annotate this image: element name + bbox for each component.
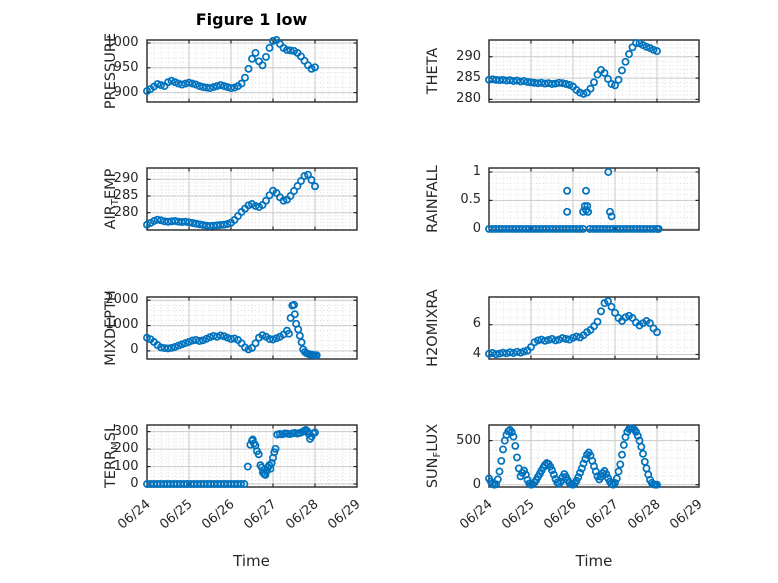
plot-box <box>145 39 358 103</box>
y-tick-label-theta: 280 <box>456 91 481 107</box>
minor-grid <box>489 40 699 102</box>
y-tick-label-rainfall: 0 <box>472 220 481 236</box>
y-tick-label-mixdepth: 2000 <box>105 291 139 307</box>
minor-grid <box>489 296 699 359</box>
y-tick-label-mixdepth: 1000 <box>105 317 139 333</box>
subplot-terr-msl <box>142 424 358 488</box>
y-axis-label-mixdepth: MIXDEPTH <box>103 289 119 366</box>
y-tick-label-pressure: 1000 <box>105 34 139 50</box>
data-points <box>142 300 321 359</box>
major-grid <box>146 168 357 230</box>
y-tick-label-sun-flux: 500 <box>456 432 481 448</box>
subplot-air-temp <box>142 167 358 231</box>
subplot-sun-flux <box>485 424 700 489</box>
data-points <box>485 296 661 358</box>
figure-title: Figure 1 low <box>195 10 308 29</box>
y-tick-label-h2omixra: 4 <box>472 346 481 362</box>
x-axis-label-left: Time <box>233 552 270 570</box>
data-points <box>485 168 663 233</box>
y-tick-label-air-temp: 285 <box>113 188 139 203</box>
axis-ticks <box>489 296 699 359</box>
data-points <box>485 39 661 98</box>
y-axis-label-rainfall: RAINFALL <box>425 165 441 233</box>
y-tick-label-sun-flux: 0 <box>472 476 481 492</box>
major-grid <box>146 425 357 487</box>
major-grid <box>146 296 357 359</box>
y-tick-label-rainfall: 0.5 <box>460 192 481 208</box>
y-tick-label-rainfall: 1 <box>472 163 481 179</box>
y-axis-label-terr-msl: TERRMSL <box>103 423 121 489</box>
axis-ticks <box>146 168 357 230</box>
axis-ticks <box>146 40 357 102</box>
subplot-mixdepth <box>142 295 358 360</box>
minor-grid <box>146 425 357 487</box>
y-tick-label-mixdepth: 0 <box>130 342 139 358</box>
minor-grid <box>489 168 699 230</box>
y-axis-label-theta: THETA <box>425 47 441 95</box>
major-grid <box>146 40 357 102</box>
y-tick-label-theta: 285 <box>456 70 481 86</box>
y-tick-label-terr-msl: 200 <box>113 441 139 457</box>
y-tick-label-theta: 290 <box>456 48 481 64</box>
y-tick-label-air-temp: 280 <box>113 204 139 220</box>
data-points <box>142 36 319 96</box>
y-axis-label-h2omixra: H2OMIXRA <box>425 288 441 367</box>
plot-box <box>145 295 358 360</box>
y-axis-label-sun-flux: SUNFLUX <box>425 423 443 489</box>
axis-ticks <box>146 425 357 487</box>
major-grid <box>489 425 699 487</box>
subplot-theta <box>485 39 700 103</box>
data-points <box>485 424 661 489</box>
major-grid <box>489 40 699 102</box>
data-points <box>142 425 319 488</box>
subplot-rainfall <box>485 167 700 233</box>
subplot-pressure <box>142 36 358 103</box>
plot-box <box>488 424 700 488</box>
y-tick-label-pressure: 950 <box>113 59 139 75</box>
y-axis-label-air-temp: AIRTEMP <box>103 168 121 230</box>
y-tick-label-terr-msl: 100 <box>113 458 139 474</box>
y-tick-label-air-temp: 290 <box>113 171 139 187</box>
plot-box <box>488 39 700 103</box>
y-tick-label-h2omixra: 6 <box>472 316 481 332</box>
axis-ticks <box>489 40 699 102</box>
plot-box <box>145 167 358 231</box>
x-axis-label-right: Time <box>575 552 613 570</box>
data-points <box>142 170 319 230</box>
y-axis-label-pressure: PRESSURE <box>103 32 119 110</box>
major-grid <box>489 168 699 230</box>
minor-grid <box>146 296 357 359</box>
y-tick-label-terr-msl: 0 <box>130 476 139 492</box>
y-tick-label-terr-msl: 300 <box>113 423 139 439</box>
subplot-h2omixra <box>485 295 700 360</box>
plot-box <box>488 295 700 360</box>
plot-box <box>145 424 358 488</box>
y-tick-label-pressure: 900 <box>113 84 139 100</box>
